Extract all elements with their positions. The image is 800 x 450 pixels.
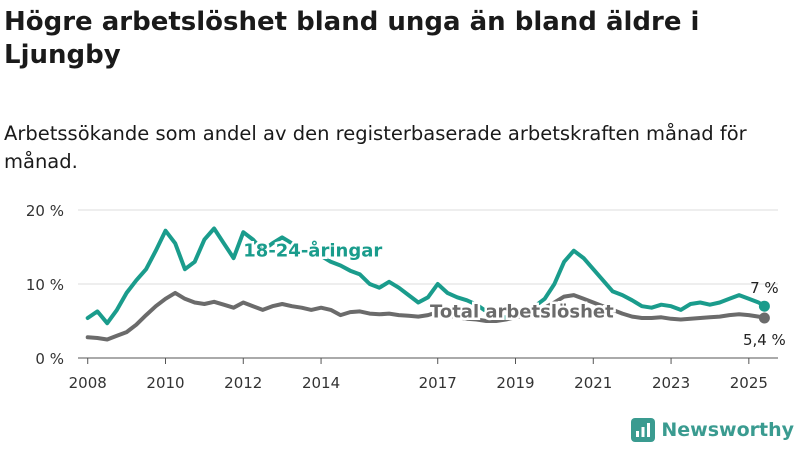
series-label-youth: 18-24-åringar — [243, 240, 382, 262]
x-tick-label: 2025 — [730, 374, 768, 392]
x-tick-label: 2008 — [69, 374, 107, 392]
brand-name: Newsworthy — [661, 419, 794, 441]
series-line-0 — [85, 226, 767, 326]
x-tick-label: 2023 — [652, 374, 690, 392]
series-line-1 — [85, 290, 767, 342]
x-tick-label: 2010 — [146, 374, 184, 392]
x-tick-label: 2012 — [224, 374, 262, 392]
y-tick-label: 10 % — [26, 276, 64, 294]
end-value-label-youth: 7 % — [750, 279, 779, 297]
series-end-point-1 — [758, 312, 770, 324]
x-tick-label: 2014 — [302, 374, 340, 392]
x-tick-label: 2017 — [419, 374, 457, 392]
newsworthy-logo: Newsworthy — [631, 418, 794, 442]
chart-title: Högre arbetslöshet bland unga än bland ä… — [4, 7, 700, 70]
series-end-point-0 — [758, 300, 770, 312]
newsworthy-chart-icon — [631, 418, 656, 442]
x-tick-label: 2021 — [574, 374, 612, 392]
x-tick-label: 2019 — [496, 374, 534, 392]
line-chart: 0 % 10 % 20 % 2008 2010 2012 2014 2017 2019 2021 2… — [26, 202, 786, 392]
y-tick-label: 20 % — [26, 202, 64, 220]
chart-subtitle: Arbetssökande som andel av den registerb… — [4, 122, 747, 173]
y-tick-label: 0 % — [35, 350, 64, 368]
series-label-total: Total arbetslöshet — [430, 301, 614, 322]
end-value-label-total: 5,4 % — [743, 331, 786, 349]
